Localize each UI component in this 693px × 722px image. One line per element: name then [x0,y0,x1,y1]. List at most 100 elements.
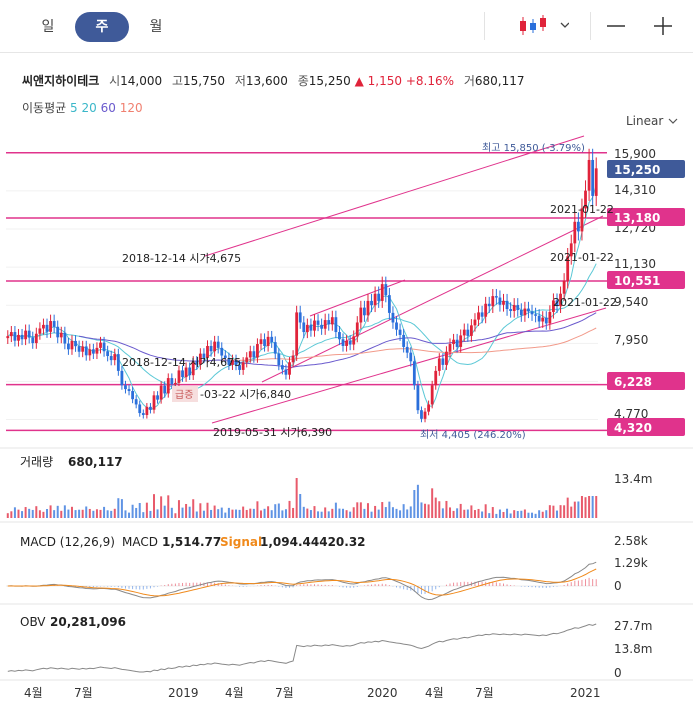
chart-type-button[interactable] [494,10,584,42]
volume-bar [409,506,412,518]
candle-body [102,342,106,352]
candle-body [291,355,295,363]
volume-bar [374,505,377,518]
x-tick-label: 2021 [570,686,601,700]
volume-bar [92,510,95,518]
volume-bar [391,507,394,518]
trend-line [204,135,585,257]
volume-bar [49,505,52,518]
volume-bar [406,509,409,518]
candle-body [516,304,520,311]
candle-body [256,344,259,358]
moving-average-legend: 이동평균 5 20 60 120 [22,99,143,116]
signal-series-label: Signal [220,535,262,549]
volume-bar [252,508,255,518]
candle-body [38,328,42,334]
volume-bar [591,496,594,518]
volume-bar [513,510,516,518]
tab-day[interactable]: 일 [41,19,55,35]
candle-body [120,370,124,386]
candle-body [341,339,345,346]
candle-body [548,311,552,324]
trendline-annotation: 2018-12-14 시가4,675 [122,252,241,265]
volume-bar [459,503,462,518]
close-label: 종 [297,74,309,88]
candle-body [284,369,288,375]
volume-bar [56,505,59,518]
volume-bar [17,509,20,518]
candle-body [9,332,13,337]
volume-bar [38,510,41,518]
candle-body [106,351,110,357]
volume-bar [431,488,434,518]
ma-60: 60 [100,101,116,115]
volume-bar [24,507,27,518]
candle-body [188,367,192,376]
candle-body [177,370,181,383]
hline-tag [607,418,685,436]
signal-line [7,568,597,597]
volume-bar [402,504,405,518]
volume-bar [334,502,337,518]
candle-body [580,208,584,232]
candlestick-icon [520,15,569,35]
volume-bar [106,510,109,518]
candle-body [498,297,502,305]
trend-line [261,215,604,383]
obv-title-value: 20,281,096 [50,615,126,629]
minus-icon [607,25,625,27]
candle-body [173,382,177,385]
obv-axis-label: 27.7m [614,619,652,633]
volume-bar [31,509,34,518]
volume-bar [573,501,576,518]
volume-bar [299,494,302,518]
y-tick-label: 7,950 [614,333,648,347]
minus-button[interactable] [598,10,634,42]
obv-line [7,623,597,673]
candle-body [116,354,120,371]
high-label: 고 [171,74,184,88]
candle-body [238,365,241,370]
divider [484,12,485,40]
volume-bar [338,508,341,518]
candle-body [248,351,252,358]
tab-week[interactable]: 주 [75,12,129,42]
macd-line [7,561,597,601]
volume-bar [110,510,113,518]
volume-bar [370,511,373,518]
volume-bar [6,513,9,518]
candle-body [17,334,20,341]
hline-tag-label: 4,320 [614,421,652,435]
volume-bar [434,497,437,518]
candle-body [134,399,138,405]
volume-bar [170,507,173,518]
tab-month[interactable]: 월 [149,19,163,35]
candle-body [141,413,145,415]
candle-body [441,358,445,365]
y-tick-label: 11,130 [614,257,656,271]
ma-20: 20 [81,101,97,115]
candle-body [70,340,74,350]
macd-series-value: 1,514.77 [162,535,221,549]
volume-bar [438,501,441,518]
volume-bar [206,502,209,518]
candle-body [84,346,88,356]
volume-bar [160,496,163,518]
candle-body [6,336,10,339]
volume-bar [395,508,398,518]
candle-body [223,355,227,358]
candle-body [52,321,56,327]
candle-body [81,346,85,352]
candle-body [34,333,38,344]
scale-select[interactable]: Linear [626,114,679,128]
surge-badge [172,386,198,402]
candle-body [491,296,495,307]
plus-button[interactable] [645,10,681,42]
volume-bar [220,507,223,518]
candle-body [562,280,566,294]
candle-body [345,340,348,346]
volume-bar [470,505,473,518]
candle-body [494,296,498,298]
candle-body [241,362,245,370]
